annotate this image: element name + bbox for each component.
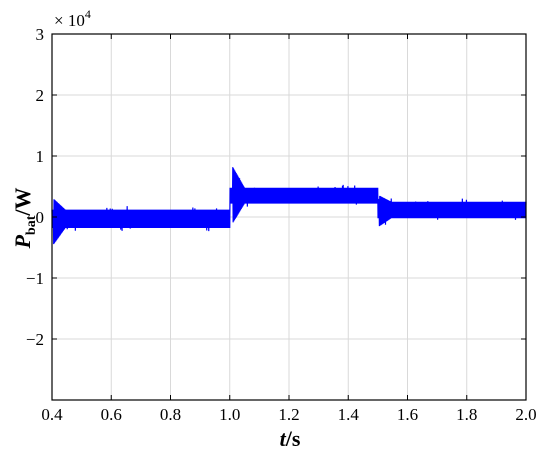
y-tick-label: 0 <box>36 208 45 227</box>
x-tick-label: 0.4 <box>41 405 63 424</box>
y-axis-label: Pbat/W <box>10 187 39 249</box>
y-multiplier-exponent: 4 <box>85 7 91 21</box>
x-tick-label: 1.6 <box>397 405 418 424</box>
y-tick-label: −1 <box>26 269 44 288</box>
signal-line <box>51 167 527 245</box>
x-tick-label: 1.4 <box>338 405 360 424</box>
x-axis-label: t/s <box>280 426 301 451</box>
signal-trace <box>51 167 527 245</box>
y-axis-label-unit: /W <box>10 187 35 216</box>
x-axis-label-var: t <box>280 426 287 451</box>
x-tick-label: 1.2 <box>278 405 299 424</box>
x-axis-label-unit: /s <box>285 426 301 451</box>
y-tick-label: 2 <box>36 86 45 105</box>
y-multiplier-base: × 10 <box>54 11 85 30</box>
y-axis-label-var: P <box>10 235 35 250</box>
x-tick-label: 0.8 <box>160 405 181 424</box>
y-tick-labels: −2 −1 0 1 2 3 <box>26 25 44 349</box>
x-tick-label: 1.8 <box>456 405 477 424</box>
tick-marks <box>51 33 527 401</box>
x-tick-label: 0.6 <box>101 405 122 424</box>
x-tick-labels: 0.4 0.6 0.8 1.0 1.2 1.4 1.6 1.8 2.0 <box>41 405 536 424</box>
x-tick-label: 2.0 <box>515 405 536 424</box>
y-tick-label: 3 <box>36 25 45 44</box>
y-axis-label-sub: bat <box>24 215 39 235</box>
x-tick-label: 1.0 <box>219 405 240 424</box>
y-tick-label: 1 <box>36 147 45 166</box>
y-multiplier: × 104 <box>54 7 91 30</box>
y-tick-label: −2 <box>26 330 44 349</box>
